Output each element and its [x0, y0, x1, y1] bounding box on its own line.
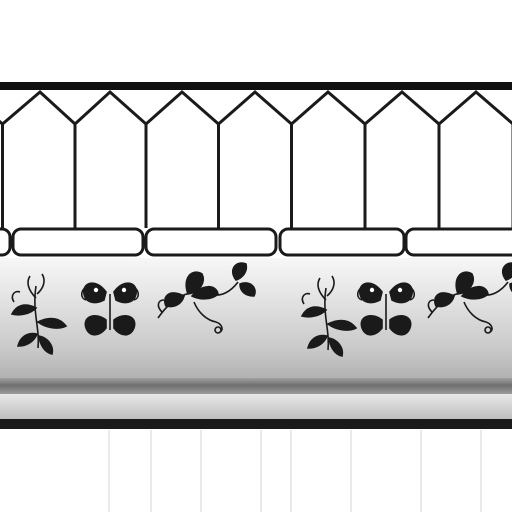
bottom-rail — [0, 419, 512, 429]
butterfly-ornament — [356, 282, 416, 336]
rail-board — [0, 227, 12, 257]
leaf-sprig-ornament — [300, 275, 358, 357]
ornaments — [10, 262, 512, 357]
base-strip — [0, 394, 512, 420]
rail-boards — [0, 227, 512, 257]
pickets — [0, 89, 512, 228]
top-rail — [0, 82, 512, 90]
lower-rail — [0, 378, 512, 394]
floor-stripes — [108, 430, 482, 512]
leaf-sprig-ornament — [10, 273, 68, 355]
rail-board — [11, 227, 145, 257]
butterfly-ornament — [80, 282, 140, 336]
rail-board — [278, 227, 406, 257]
flower-vine-ornament — [157, 262, 256, 334]
rail-board — [144, 227, 278, 257]
rail-board — [404, 227, 512, 257]
flower-vine-ornament — [427, 262, 512, 334]
picket-tops — [0, 89, 512, 127]
decor-band — [0, 258, 512, 380]
